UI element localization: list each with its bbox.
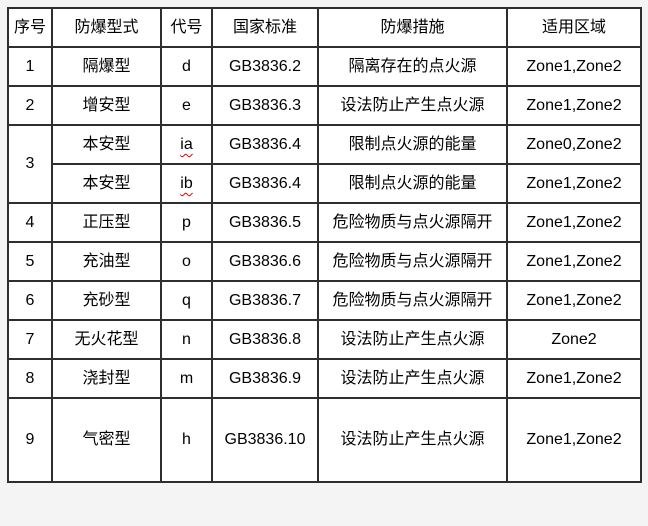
table-header-row: 序号 防爆型式 代号 国家标准 防爆措施 适用区域 [7,7,642,48]
table-row: 7 无火花型 n GB3836.8 设法防止产生点火源 Zone2 [7,319,642,360]
table-row: 3 本安型 ia GB3836.4 限制点火源的能量 Zone0,Zone2 [7,124,642,204]
cell-code: h [160,397,213,483]
cell-code: p [160,202,213,243]
cell-protection-type: 充砂型 [51,280,162,321]
cell-applicable-zones: Zone1,Zone2 [506,358,642,399]
column-header-zones: 适用区域 [506,7,642,48]
cell-national-standard: GB3836.9 [211,358,319,399]
cell-code: d [160,46,213,87]
cell-protection-measure: 危险物质与点火源隔开 [317,280,508,321]
cell-protection-type: 气密型 [51,397,162,483]
cell-national-standard: GB3836.10 [211,397,319,483]
cell-protection-measure: 设法防止产生点火源 [317,358,508,399]
cell-applicable-zones: Zone1,Zone2 [506,163,642,204]
cell-serial-number: 2 [7,85,53,126]
cell-protection-type: 增安型 [51,85,162,126]
cell-protection-measure: 隔离存在的点火源 [317,46,508,87]
explosion-proof-types-table: 序号 防爆型式 代号 国家标准 防爆措施 适用区域 1 隔爆型 d GB3836… [7,7,642,483]
cell-applicable-zones: Zone1,Zone2 [506,202,642,243]
cell-protection-measure: 设法防止产生点火源 [317,397,508,483]
cell-national-standard: GB3836.8 [211,319,319,360]
cell-code: n [160,319,213,360]
cell-protection-type: 本安型 [51,124,162,165]
cell-serial-number: 7 [7,319,53,360]
cell-applicable-zones: Zone1,Zone2 [506,241,642,282]
cell-applicable-zones: Zone1,Zone2 [506,85,642,126]
cell-protection-type: 本安型 [51,163,162,204]
cell-serial-number: 9 [7,397,53,483]
column-header-code: 代号 [160,7,213,48]
cell-serial-number: 8 [7,358,53,399]
cell-applicable-zones: Zone1,Zone2 [506,397,642,483]
cell-national-standard: GB3836.2 [211,46,319,87]
cell-applicable-zones: Zone2 [506,319,642,360]
cell-protection-type: 无火花型 [51,319,162,360]
cell-applicable-zones: Zone0,Zone2 [506,124,642,165]
column-header-serial: 序号 [7,7,53,48]
cell-applicable-zones: Zone1,Zone2 [506,46,642,87]
cell-code: e [160,85,213,126]
cell-protection-type: 充油型 [51,241,162,282]
table-row: 9 气密型 h GB3836.10 设法防止产生点火源 Zone1,Zone2 [7,397,642,483]
cell-protection-measure: 限制点火源的能量 [317,163,508,204]
table-row: 本安型 ib GB3836.4 限制点火源的能量 Zone1,Zone2 [8,163,642,204]
cell-serial-number: 5 [7,241,53,282]
cell-protection-measure: 设法防止产生点火源 [317,319,508,360]
column-header-measure: 防爆措施 [317,7,508,48]
cell-protection-measure: 设法防止产生点火源 [317,85,508,126]
cell-national-standard: GB3836.6 [211,241,319,282]
table-row: 1 隔爆型 d GB3836.2 隔离存在的点火源 Zone1,Zone2 [7,46,642,87]
cell-code: m [160,358,213,399]
cell-serial-number: 1 [7,46,53,87]
cell-protection-measure: 限制点火源的能量 [317,124,508,165]
cell-protection-type: 浇封型 [51,358,162,399]
cell-applicable-zones: Zone1,Zone2 [506,280,642,321]
table-row: 2 增安型 e GB3836.3 设法防止产生点火源 Zone1,Zone2 [7,85,642,126]
cell-code: ib [160,163,213,204]
cell-protection-measure: 危险物质与点火源隔开 [317,241,508,282]
cell-protection-measure: 危险物质与点火源隔开 [317,202,508,243]
cell-code: ia [160,124,213,165]
cell-protection-type: 正压型 [51,202,162,243]
column-header-standard: 国家标准 [211,7,319,48]
cell-national-standard: GB3836.4 [211,124,319,165]
table-row: 4 正压型 p GB3836.5 危险物质与点火源隔开 Zone1,Zone2 [7,202,642,243]
misspelled-code-text: ib [180,174,193,192]
cell-national-standard: GB3836.3 [211,85,319,126]
cell-national-standard: GB3836.7 [211,280,319,321]
cell-protection-type: 隔爆型 [51,46,162,87]
cell-code: q [160,280,213,321]
cell-serial-number-merged: 3 [7,124,53,204]
cell-national-standard: GB3836.4 [211,163,319,204]
table-row: 6 充砂型 q GB3836.7 危险物质与点火源隔开 Zone1,Zone2 [7,280,642,321]
cell-national-standard: GB3836.5 [211,202,319,243]
cell-code: o [160,241,213,282]
column-header-type: 防爆型式 [51,7,162,48]
cell-serial-number: 4 [7,202,53,243]
misspelled-code-text: ia [180,135,193,153]
cell-serial-number: 6 [7,280,53,321]
table-row: 8 浇封型 m GB3836.9 设法防止产生点火源 Zone1,Zone2 [7,358,642,399]
table-row: 5 充油型 o GB3836.6 危险物质与点火源隔开 Zone1,Zone2 [7,241,642,282]
